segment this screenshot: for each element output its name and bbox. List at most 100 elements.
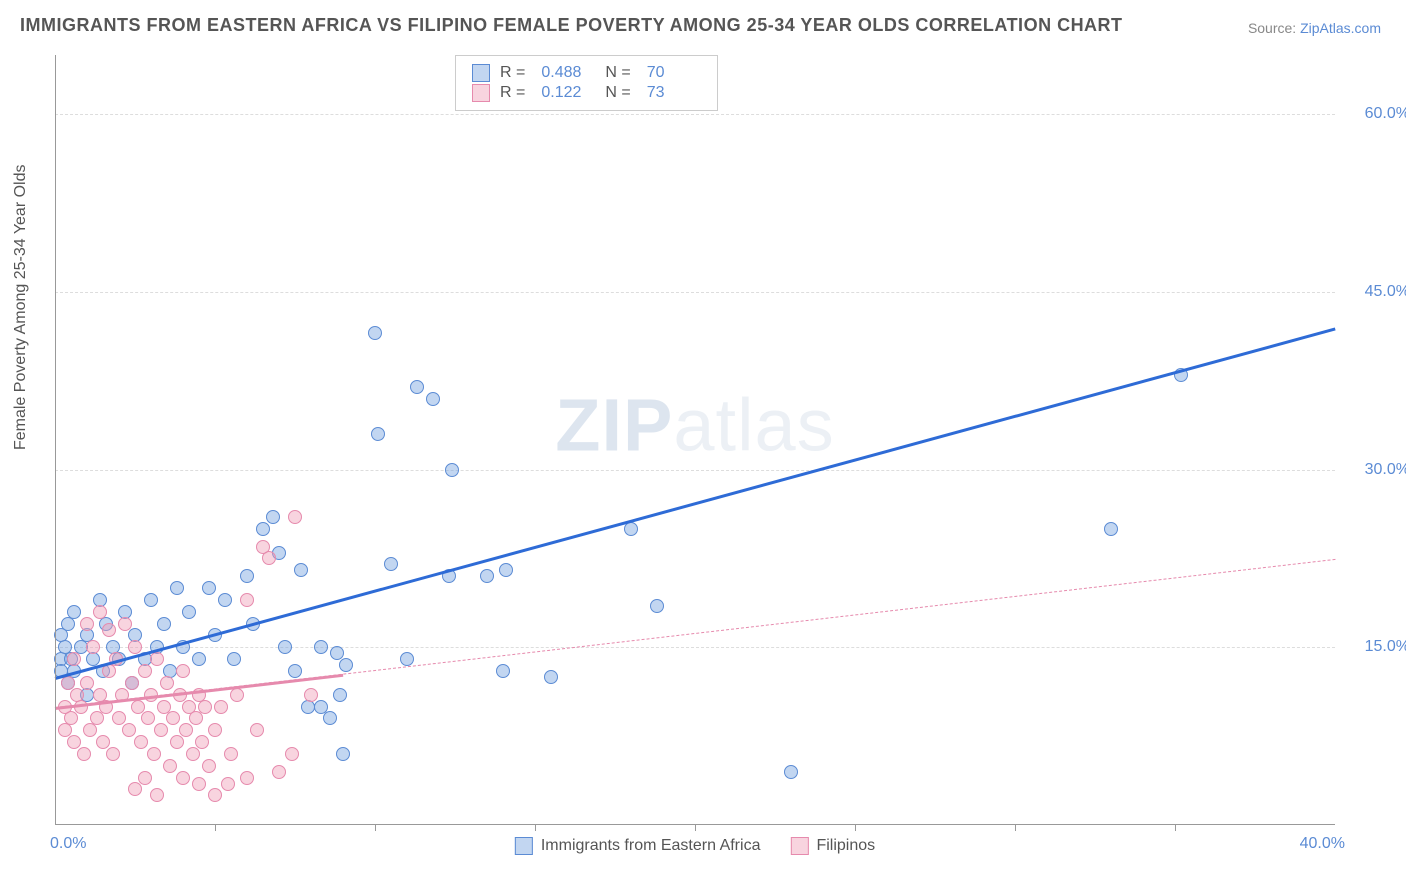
marker-filipino: [77, 747, 91, 761]
marker-filipino: [208, 788, 222, 802]
marker-filipino: [102, 623, 116, 637]
marker-eastern-africa: [336, 747, 350, 761]
marker-eastern-africa: [784, 765, 798, 779]
r-label: R =: [500, 84, 525, 102]
legend-swatch: [515, 837, 533, 855]
y-tick-label: 60.0%: [1365, 105, 1406, 123]
marker-filipino: [186, 747, 200, 761]
marker-filipino: [128, 640, 142, 654]
marker-eastern-africa: [278, 640, 292, 654]
marker-eastern-africa: [410, 380, 424, 394]
n-value: 70: [647, 64, 695, 82]
marker-eastern-africa: [624, 522, 638, 536]
marker-eastern-africa: [323, 711, 337, 725]
marker-filipino: [147, 747, 161, 761]
chart-plot-area: 15.0%30.0%45.0%60.0% ZIPatlas R =0.488N …: [55, 55, 1335, 825]
marker-filipino: [176, 771, 190, 785]
marker-eastern-africa: [314, 700, 328, 714]
x-tick-max: 40.0%: [1300, 835, 1345, 853]
marker-eastern-africa: [445, 463, 459, 477]
gridline: [55, 114, 1335, 115]
marker-eastern-africa: [384, 557, 398, 571]
marker-eastern-africa: [650, 599, 664, 613]
marker-filipino: [106, 747, 120, 761]
x-tick-mark: [215, 825, 216, 831]
r-label: R =: [500, 64, 525, 82]
legend-swatch: [790, 837, 808, 855]
marker-filipino: [176, 664, 190, 678]
marker-eastern-africa: [202, 581, 216, 595]
legend-correlation-box: R =0.488N =70R =0.122N =73: [455, 55, 718, 111]
marker-eastern-africa: [314, 640, 328, 654]
marker-eastern-africa: [288, 664, 302, 678]
x-tick-mark: [1175, 825, 1176, 831]
marker-filipino: [179, 723, 193, 737]
marker-filipino: [240, 593, 254, 607]
marker-eastern-africa: [170, 581, 184, 595]
n-value: 73: [647, 84, 695, 102]
marker-filipino: [288, 510, 302, 524]
x-tick-min: 0.0%: [50, 835, 86, 853]
marker-eastern-africa: [182, 605, 196, 619]
marker-eastern-africa: [144, 593, 158, 607]
n-label: N =: [605, 64, 630, 82]
legend-item: Filipinos: [790, 837, 875, 855]
marker-eastern-africa: [544, 670, 558, 684]
gridline: [55, 470, 1335, 471]
gridline: [55, 292, 1335, 293]
marker-filipino: [86, 640, 100, 654]
legend-swatch: [472, 64, 490, 82]
marker-filipino: [189, 711, 203, 725]
marker-filipino: [131, 700, 145, 714]
x-tick-mark: [1015, 825, 1016, 831]
marker-filipino: [221, 777, 235, 791]
y-tick-label: 15.0%: [1365, 638, 1406, 656]
y-tick-label: 30.0%: [1365, 461, 1406, 479]
trend-line: [55, 328, 1336, 680]
source-label: Source:: [1248, 20, 1300, 36]
marker-eastern-africa: [227, 652, 241, 666]
marker-filipino: [240, 771, 254, 785]
marker-filipino: [61, 676, 75, 690]
r-value: 0.122: [541, 84, 589, 102]
marker-filipino: [128, 782, 142, 796]
marker-eastern-africa: [496, 664, 510, 678]
marker-filipino: [67, 652, 81, 666]
marker-eastern-africa: [1104, 522, 1118, 536]
marker-filipino: [170, 735, 184, 749]
n-label: N =: [605, 84, 630, 102]
marker-eastern-africa: [294, 563, 308, 577]
marker-eastern-africa: [400, 652, 414, 666]
marker-filipino: [138, 664, 152, 678]
source-attribution: Source: ZipAtlas.com: [1248, 20, 1381, 36]
y-axis-label: Female Poverty Among 25-34 Year Olds: [12, 165, 30, 451]
gridline: [55, 647, 1335, 648]
marker-filipino: [118, 617, 132, 631]
source-value: ZipAtlas.com: [1300, 20, 1381, 36]
marker-filipino: [150, 788, 164, 802]
marker-eastern-africa: [426, 392, 440, 406]
marker-filipino: [64, 711, 78, 725]
marker-filipino: [157, 700, 171, 714]
marker-filipino: [304, 688, 318, 702]
chart-title: IMMIGRANTS FROM EASTERN AFRICA VS FILIPI…: [20, 15, 1123, 36]
marker-filipino: [262, 551, 276, 565]
marker-filipino: [96, 735, 110, 749]
marker-eastern-africa: [480, 569, 494, 583]
marker-eastern-africa: [157, 617, 171, 631]
marker-eastern-africa: [218, 593, 232, 607]
marker-filipino: [93, 605, 107, 619]
marker-eastern-africa: [499, 563, 513, 577]
marker-filipino: [154, 723, 168, 737]
marker-filipino: [195, 735, 209, 749]
marker-filipino: [150, 652, 164, 666]
marker-filipino: [198, 700, 212, 714]
marker-filipino: [80, 617, 94, 631]
x-axis-line: [55, 824, 1335, 825]
marker-eastern-africa: [371, 427, 385, 441]
marker-eastern-africa: [67, 605, 81, 619]
marker-filipino: [112, 711, 126, 725]
marker-filipino: [285, 747, 299, 761]
marker-eastern-africa: [256, 522, 270, 536]
x-tick-mark: [535, 825, 536, 831]
